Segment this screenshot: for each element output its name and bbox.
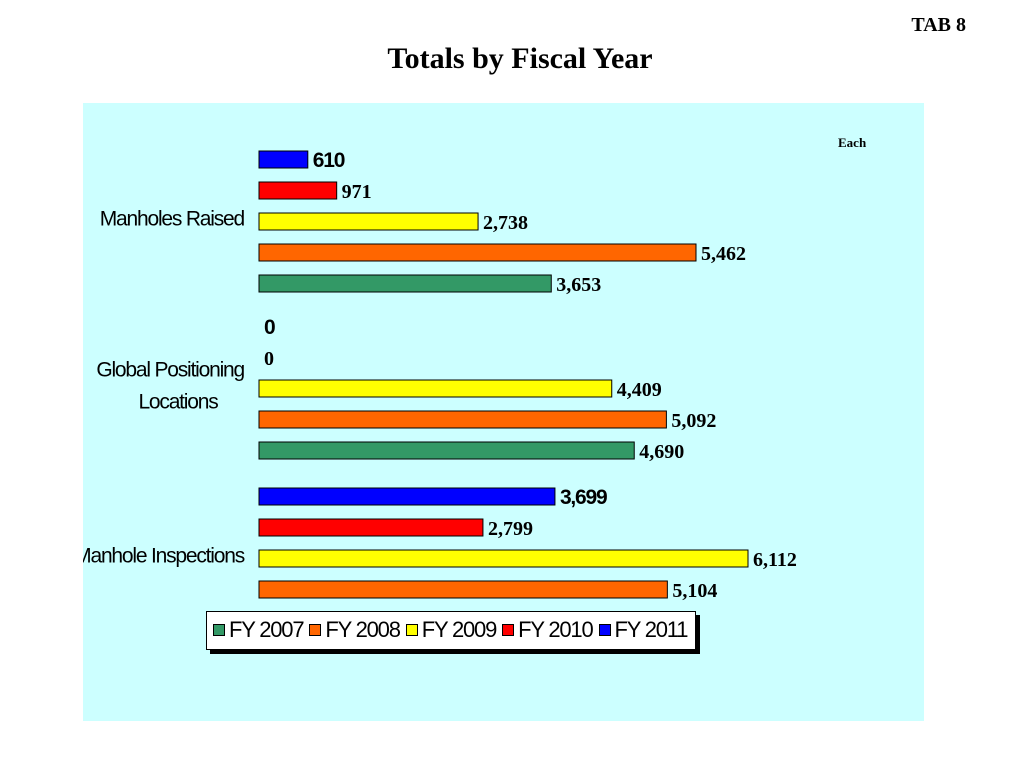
bar — [258, 274, 552, 293]
bar — [258, 410, 667, 429]
legend-label: FY 2011 — [614, 617, 689, 642]
legend-item: FY 2010 — [502, 617, 594, 643]
data-label: 2,738 — [483, 212, 528, 234]
data-label: 971 — [342, 181, 372, 203]
bar-chart: Manholes Raised 610 971 2,738 5,462 3,653 Glob… — [83, 149, 797, 633]
bar — [258, 487, 556, 506]
category-label: Locations — [138, 391, 218, 414]
data-label: 4,409 — [617, 379, 662, 401]
bar — [258, 181, 338, 200]
legend-swatch — [309, 624, 322, 636]
bar — [258, 580, 668, 599]
legend-swatch — [502, 624, 515, 636]
data-label: 2,799 — [488, 518, 533, 540]
data-label: 5,462 — [701, 243, 746, 265]
legend-item: FY 2009 — [405, 617, 498, 643]
category-label: Manhole Inspections — [83, 545, 245, 568]
bar — [258, 212, 479, 231]
legend-label: FY 2010 — [518, 617, 594, 642]
category-label: Global Positioning — [96, 359, 244, 382]
data-label: 610 — [313, 149, 345, 172]
data-label: 5,104 — [672, 580, 717, 602]
data-label: 4,690 — [639, 441, 684, 463]
data-label: 6,112 — [753, 549, 797, 571]
chart-panel: Manholes Raised 610 971 2,738 5,462 3,653 Glob… — [83, 103, 924, 721]
bar — [258, 150, 309, 169]
legend: FY 2007 FY 2008 FY 2009 FY 2010 FY 2011 — [206, 611, 697, 650]
legend-swatch — [213, 624, 225, 636]
bar — [258, 518, 484, 537]
tab-label: TAB 8 — [911, 14, 966, 36]
category-label: Manholes Raised — [100, 208, 245, 231]
data-label: 5,092 — [671, 410, 716, 432]
legend-swatch — [598, 624, 611, 636]
bar — [258, 243, 697, 262]
legend-item: FY 2011 — [598, 617, 689, 643]
bar — [258, 441, 635, 460]
data-label: 3,699 — [560, 486, 607, 509]
legend-swatch — [405, 624, 418, 636]
legend-item: FY 2007 — [213, 617, 305, 643]
bar — [258, 379, 613, 398]
data-label: 3,653 — [556, 274, 601, 296]
legend-label: FY 2009 — [421, 617, 498, 642]
bar — [258, 549, 749, 568]
unit-label: Each — [838, 135, 867, 150]
data-label: 0 — [264, 316, 275, 339]
data-label: 0 — [264, 348, 274, 370]
legend-label: FY 2008 — [325, 617, 401, 642]
page-title: Totals by Fiscal Year — [387, 42, 653, 75]
legend-label: FY 2007 — [229, 617, 305, 642]
legend-item: FY 2008 — [309, 617, 401, 643]
